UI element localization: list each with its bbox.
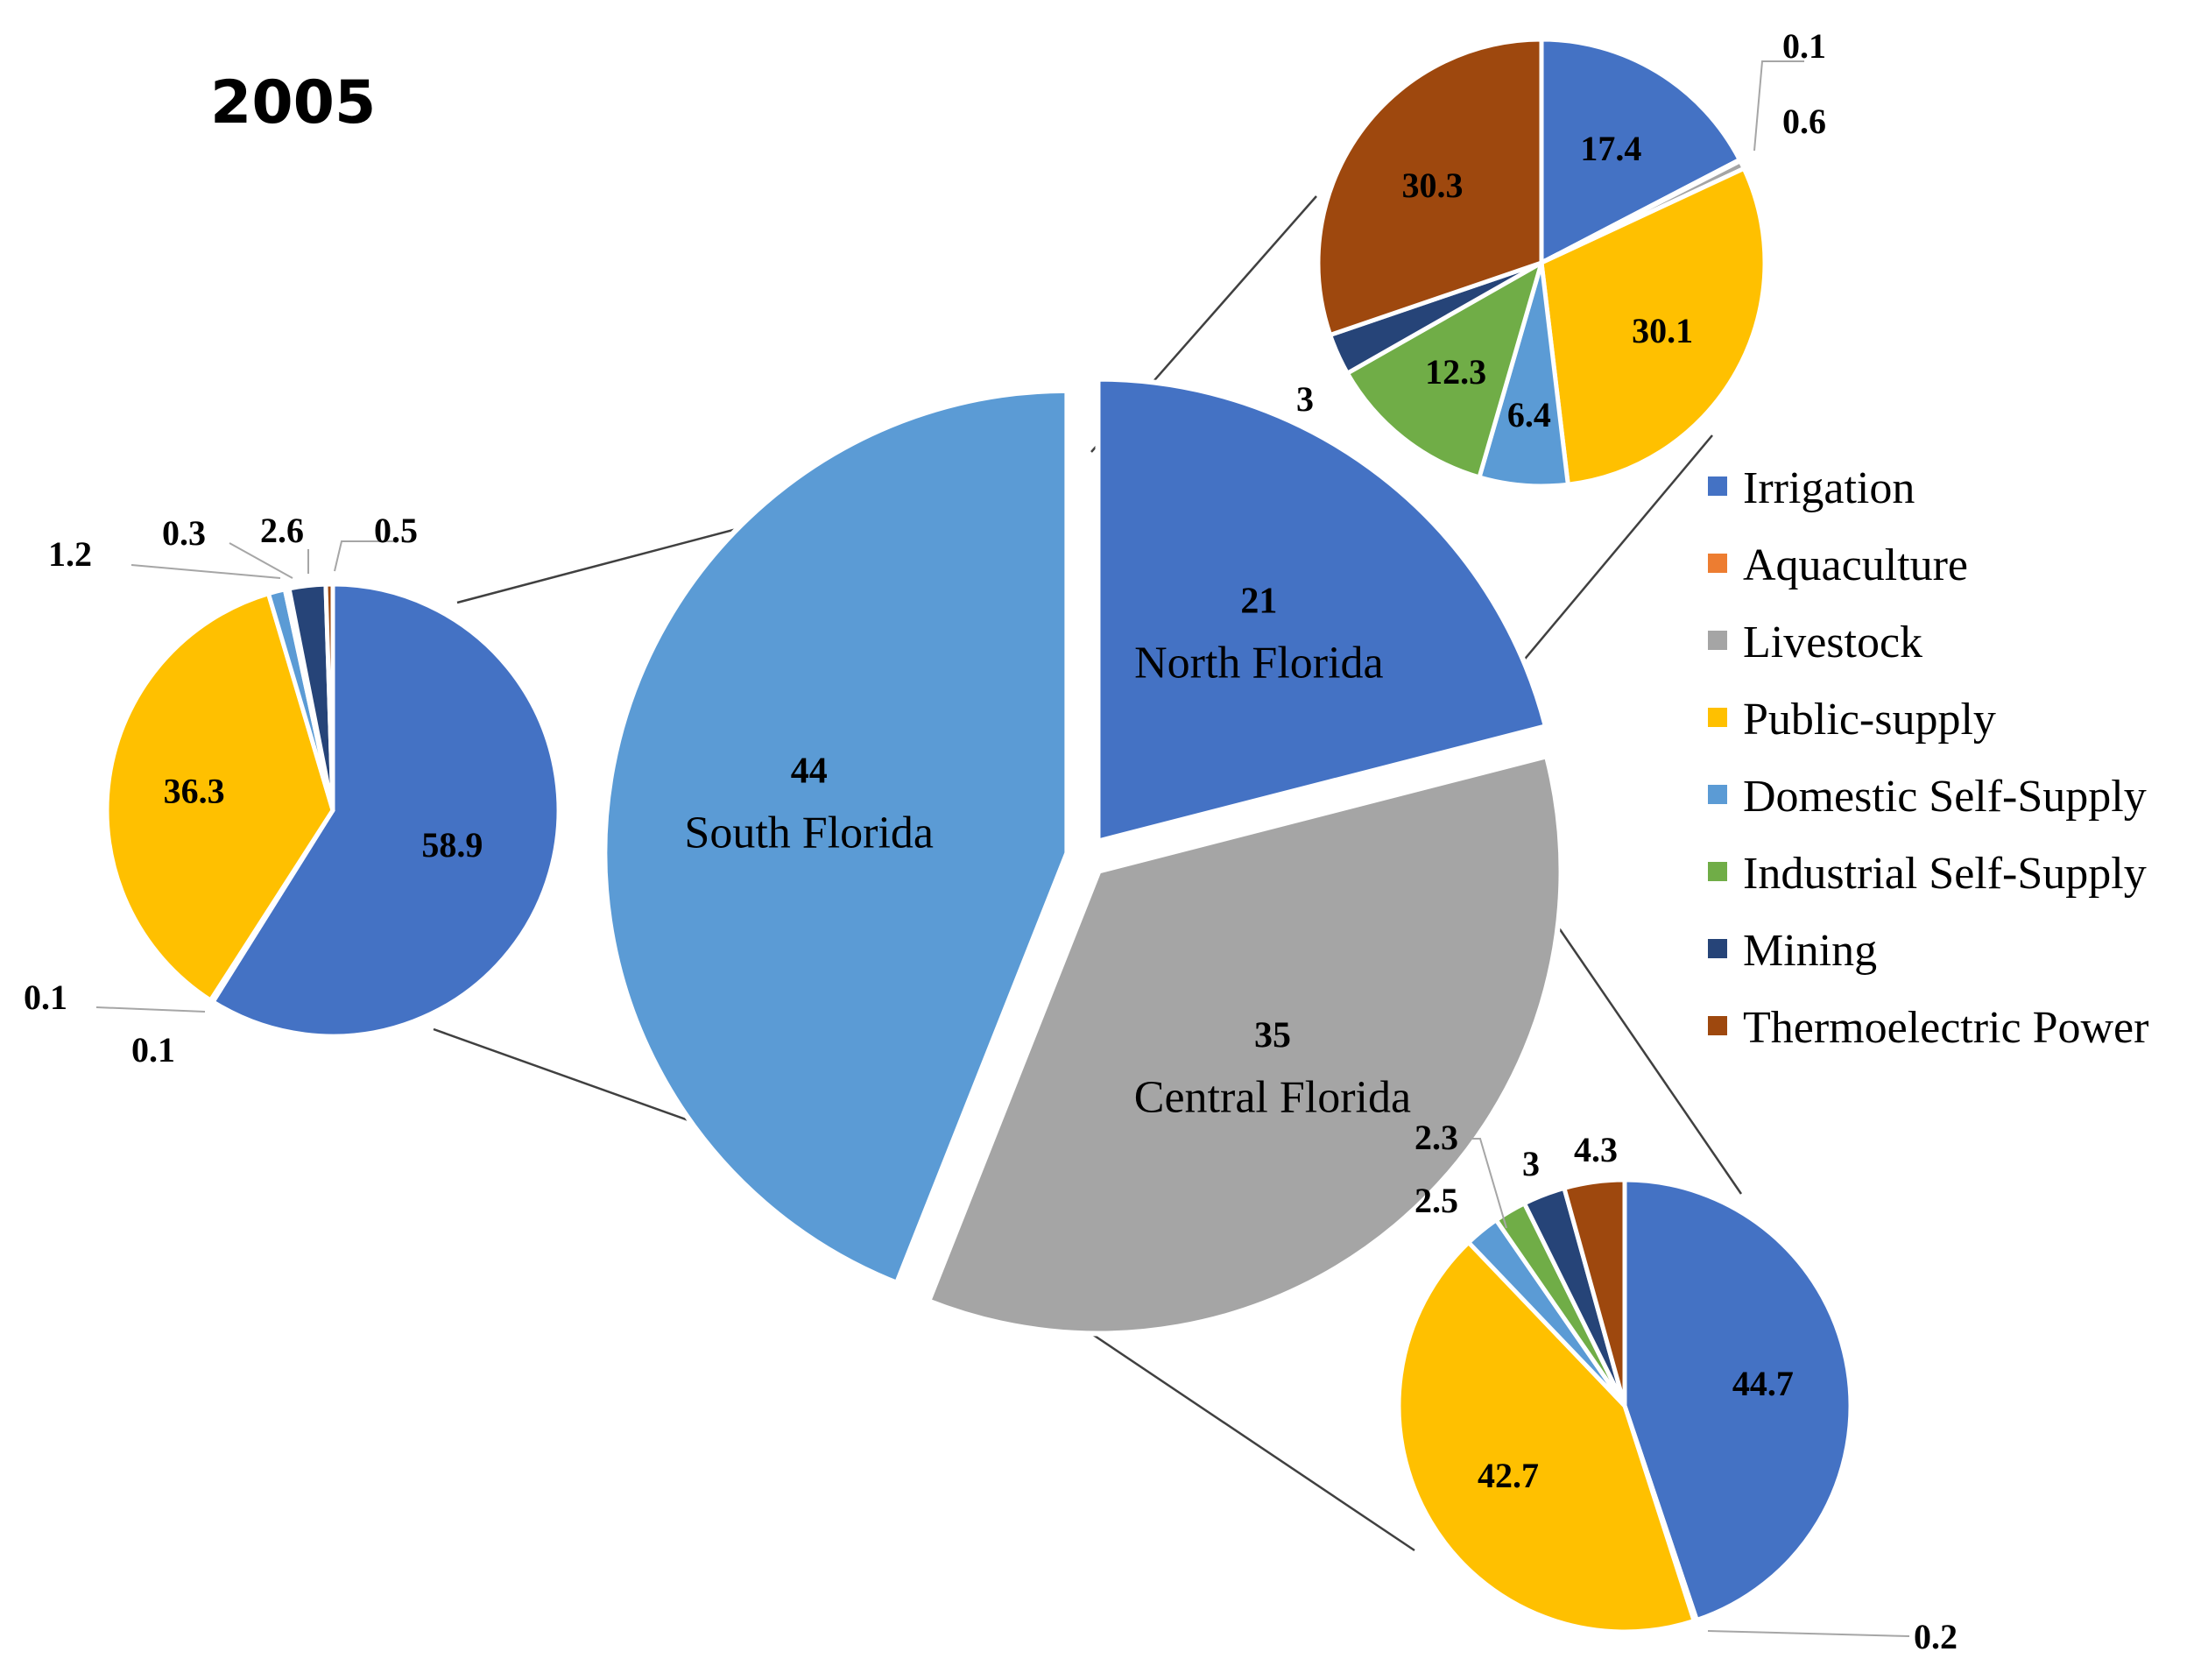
leader-line: [1471, 1138, 1507, 1229]
legend-label: Mining: [1743, 926, 1877, 976]
region-name-label: Central Florida: [1134, 1073, 1411, 1123]
pie-south-florida: 58.9 0.1 0.1 36.3 1.2 0.3 2.6 0.5: [24, 511, 561, 1069]
legend-swatch: [1708, 1016, 1727, 1035]
data-label-aquaculture: 0.1: [24, 978, 67, 1017]
slice-irrigation: [1539, 37, 1743, 267]
region-slice-north-florida: [1095, 376, 1549, 845]
region-slice-central-florida: [925, 752, 1564, 1337]
legend-label: Irrigation: [1743, 463, 1915, 513]
legend-item-mining: Mining: [1708, 926, 1877, 976]
data-label-domestic-self-supply: 2.5: [1414, 1181, 1458, 1220]
leader-line: [1707, 1630, 1910, 1637]
legend-label: Industrial Self-Supply: [1743, 849, 2147, 899]
region-value-label: 44: [791, 752, 828, 792]
leader-line: [131, 564, 281, 579]
legend-label: Thermoelectric Power: [1743, 1003, 2148, 1053]
data-label-thermoelectric-power: 0.5: [374, 511, 418, 550]
region-name-label: North Florida: [1134, 639, 1384, 688]
slice-public-supply: [1396, 1239, 1697, 1634]
legend-swatch: [1708, 862, 1727, 881]
region-name-label: South Florida: [684, 808, 934, 858]
slice-thermoelectric-power: [323, 582, 335, 811]
legend-item-industrial-self-supply: Industrial Self-Supply: [1708, 849, 2147, 899]
legend: Irrigation Aquaculture Livestock Public-sup…: [1708, 463, 2148, 1053]
data-label-mining: 2.6: [260, 511, 304, 550]
data-label-livestock: 0.6: [1782, 102, 1826, 141]
legend-label: Aquaculture: [1743, 540, 1968, 590]
region-value-label: 21: [1240, 582, 1277, 622]
pie-central-florida: 44.7 0.2 42.7 2.5 2.3 3 4.3: [1396, 1118, 1958, 1656]
region-slice-south-florida: [602, 387, 1070, 1287]
pie-charts: 21 North Florida 35 Central Florida 44 South …: [24, 26, 1958, 1656]
leader-line: [334, 540, 396, 572]
data-label-public-supply: 30.1: [1632, 311, 1693, 350]
leader-line: [229, 542, 293, 579]
slice-public-supply: [1539, 166, 1767, 487]
chart-title: 2005: [210, 68, 376, 138]
legend-label: Livestock: [1743, 618, 1922, 667]
data-label-domestic-self-supply: 6.4: [1507, 395, 1551, 434]
legend-swatch: [1708, 939, 1727, 958]
data-label-industrial-self-supply: 2.3: [1414, 1118, 1458, 1157]
leader-line: [95, 1006, 206, 1013]
data-label-irrigation: 44.7: [1732, 1364, 1794, 1403]
data-label-livestock: 0.1: [131, 1030, 175, 1069]
legend-swatch: [1708, 631, 1727, 650]
data-label-aquaculture: 0.1: [1782, 26, 1826, 66]
data-label-public-supply: 36.3: [164, 771, 225, 810]
data-label-irrigation: 58.9: [421, 825, 483, 865]
legend-item-public-supply: Public-supply: [1708, 695, 1996, 745]
legend-label: Domestic Self-Supply: [1743, 772, 2147, 822]
slice-irrigation: [1622, 1177, 1853, 1623]
slice-thermoelectric-power: [1316, 37, 1544, 338]
data-label-mining: 3: [1296, 379, 1314, 419]
leader-line: [1753, 60, 1804, 152]
legend-item-aquaculture: Aquaculture: [1708, 540, 1968, 590]
legend-label: Public-supply: [1743, 695, 1996, 745]
data-label-thermoelectric-power: 30.3: [1402, 166, 1464, 205]
pie-north-florida: 17.4 0.1 0.6 30.1 6.4 12.3 3 30.3: [1296, 26, 1826, 489]
data-label-thermoelectric-power: 4.3: [1574, 1130, 1618, 1169]
data-label-public-supply: 42.7: [1478, 1456, 1539, 1495]
legend-item-thermoelectric-power: Thermoelectric Power: [1708, 1003, 2148, 1053]
slice-public-supply: [104, 590, 335, 1004]
data-label-industrial-self-supply: 0.3: [162, 513, 206, 553]
slice-irrigation: [209, 582, 561, 1039]
data-label-irrigation: 17.4: [1580, 129, 1641, 168]
legend-swatch: [1708, 785, 1727, 804]
legend-item-livestock: Livestock: [1708, 618, 1922, 667]
slice-industrial-self-supply: [1344, 258, 1546, 481]
legend-item-domestic-self-supply: Domestic Self-Supply: [1708, 772, 2147, 822]
data-label-mining: 3: [1522, 1144, 1540, 1183]
legend-swatch: [1708, 476, 1727, 496]
data-label-aquaculture: 0.2: [1914, 1617, 1958, 1656]
legend-item-irrigation: Irrigation: [1708, 463, 1915, 513]
slice-thermoelectric-power: [1561, 1177, 1627, 1407]
data-label-industrial-self-supply: 12.3: [1425, 352, 1486, 392]
legend-swatch: [1708, 708, 1727, 727]
legend-swatch: [1708, 554, 1727, 573]
region-value-label: 35: [1254, 1016, 1291, 1056]
data-label-domestic-self-supply: 1.2: [48, 534, 92, 574]
